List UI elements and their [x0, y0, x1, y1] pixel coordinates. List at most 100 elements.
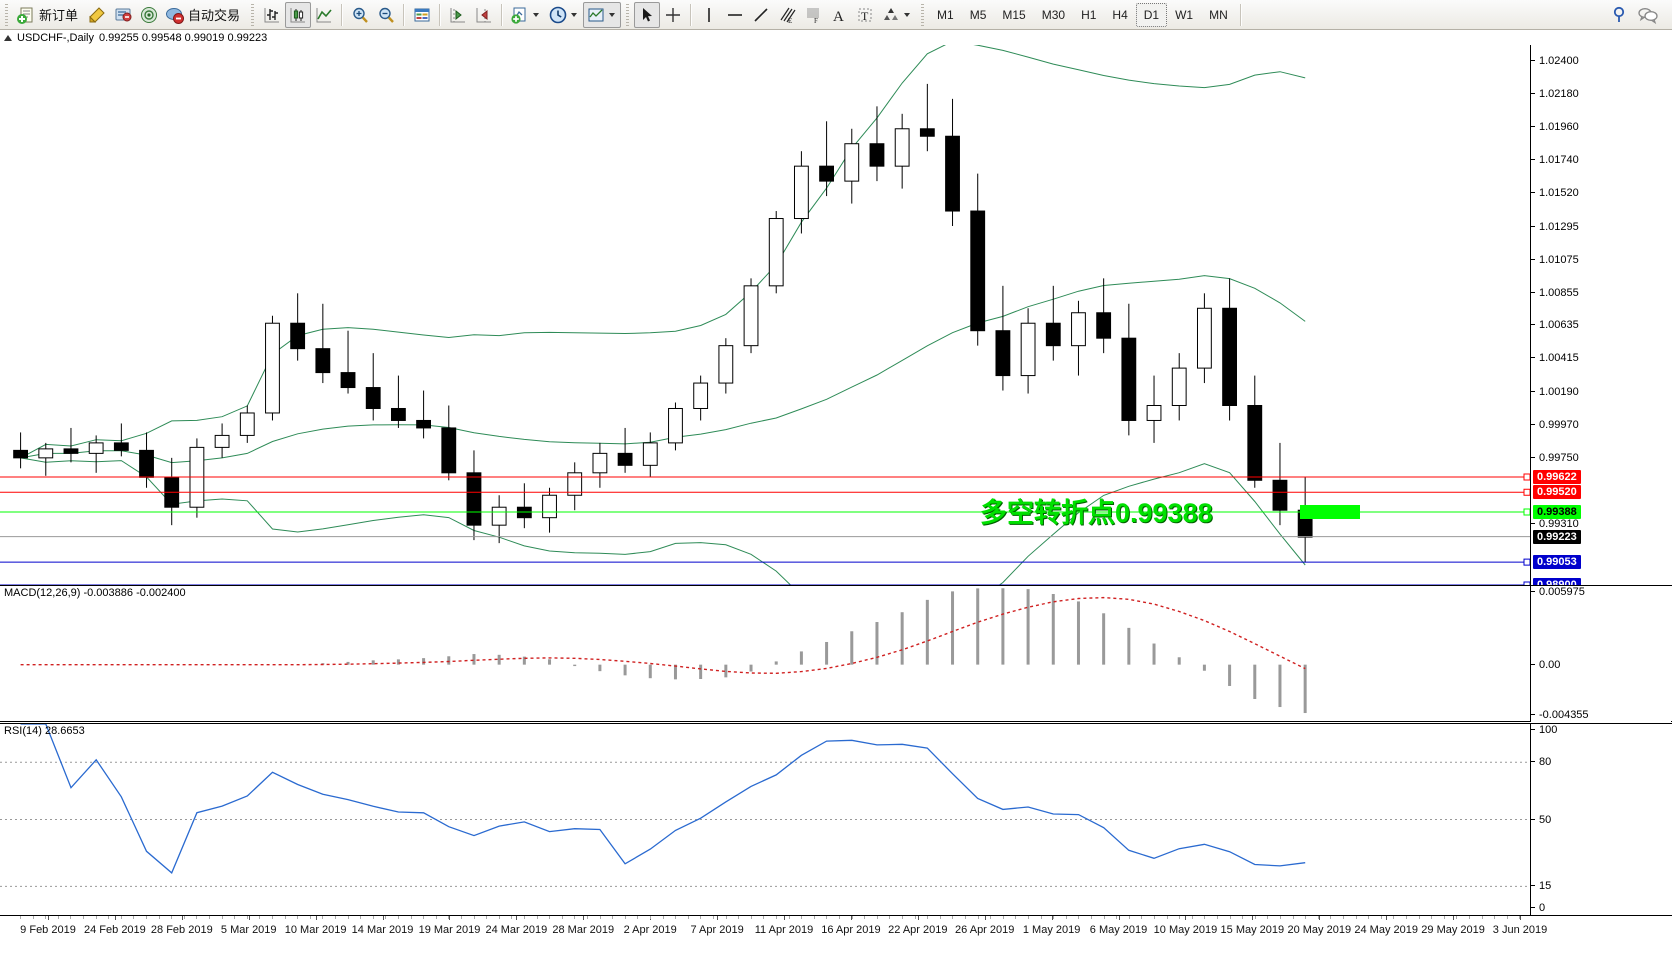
timeframe-h1[interactable]: H1 — [1073, 3, 1104, 27]
bar-chart-icon — [264, 7, 280, 22]
date-axis[interactable]: 9 Feb 2019 24 Feb 2019 28 Feb 2019 5 Mar 20… — [0, 915, 1672, 945]
search-button[interactable] — [1608, 2, 1634, 28]
date-axis-minor-tick — [120, 916, 122, 919]
date-axis-minor-tick — [927, 916, 929, 919]
svg-text:E: E — [788, 17, 792, 25]
date-axis-minor-tick — [1305, 916, 1307, 919]
crosshair-button[interactable] — [660, 2, 686, 28]
auto-scroll-button[interactable] — [471, 2, 497, 28]
date-axis-minor-tick — [183, 916, 185, 919]
timeframe-h4[interactable]: H4 — [1104, 3, 1135, 27]
rsi-title: RSI(14) 28.6653 — [4, 725, 85, 737]
chevron-down-icon-4[interactable] — [904, 12, 911, 17]
main-toolbar: 新订单 — [0, 0, 1672, 30]
price-axis[interactable]: 0.996220.995200.993880.992230.990530.989… — [1530, 45, 1671, 592]
chart-shift-button[interactable] — [445, 2, 471, 28]
equidistant-channel-button[interactable]: E — [774, 2, 800, 28]
trendline-button[interactable] — [748, 2, 774, 28]
date-axis-minor-tick — [1204, 916, 1206, 919]
date-axis-minor-tick — [864, 916, 866, 919]
crosshair-icon — [666, 7, 681, 22]
chevron-down-icon[interactable] — [533, 12, 540, 17]
timeframe-m1[interactable]: M1 — [929, 3, 962, 27]
date-axis-tick — [114, 916, 116, 920]
timeframe-m15[interactable]: M15 — [994, 3, 1033, 27]
text-label-button[interactable]: T — [852, 2, 878, 28]
date-axis-minor-tick — [675, 916, 677, 919]
timeframe-m1-label: M1 — [937, 7, 954, 22]
date-axis-minor-tick — [461, 916, 462, 919]
price-plot[interactable] — [0, 45, 1531, 585]
date-axis-minor-tick — [902, 916, 903, 919]
metaeditor-button[interactable] — [84, 2, 110, 28]
date-axis-minor-tick — [347, 916, 349, 919]
toolbar-separator-3 — [439, 3, 442, 26]
date-axis-label: 24 Mar 2019 — [485, 924, 548, 936]
templates-button[interactable] — [583, 1, 622, 28]
zoom-out-button[interactable] — [373, 2, 399, 28]
cursor-button[interactable] — [634, 1, 661, 28]
date-axis-minor-tick — [750, 916, 752, 919]
price-level-label[interactable]: 0.99053 — [1533, 555, 1581, 570]
horizontal-line-button[interactable] — [722, 2, 748, 28]
date-axis-label: 19 Mar 2019 — [418, 924, 481, 936]
signals-button[interactable] — [136, 2, 162, 28]
date-axis-minor-tick — [889, 916, 891, 919]
date-axis-minor-tick — [1091, 916, 1092, 919]
date-axis-label: 5 Mar 2019 — [220, 924, 277, 936]
date-axis-minor-tick — [1469, 916, 1470, 919]
toolbar-grip-3[interactable] — [624, 3, 632, 26]
zoom-in-button[interactable] — [347, 2, 373, 28]
toolbar-grip[interactable] — [3, 3, 10, 26]
date-axis-tick — [1051, 916, 1053, 920]
rsi-plot[interactable] — [0, 724, 1531, 915]
price-level-label[interactable]: 0.99388 — [1533, 505, 1581, 519]
timeframe-m30[interactable]: M30 — [1034, 3, 1073, 27]
toolbar-grip-4[interactable] — [919, 3, 927, 26]
indicators-button[interactable] — [507, 2, 545, 28]
chevron-down-icon-2[interactable] — [571, 12, 578, 17]
expert-advisors-button[interactable] — [110, 2, 136, 28]
chat-button[interactable] — [1634, 2, 1662, 28]
shapes-button[interactable] — [878, 2, 916, 28]
price-level-label[interactable]: 0.99223 — [1533, 529, 1581, 544]
date-axis-minor-tick — [977, 916, 979, 919]
timeframe-w1-label: W1 — [1175, 7, 1194, 22]
auto-scroll-icon — [476, 7, 492, 22]
tile-windows-button[interactable] — [409, 2, 435, 28]
horizontal-line-icon — [728, 13, 743, 16]
timeframe-d1[interactable]: D1 — [1135, 2, 1168, 27]
chevron-down-icon-3[interactable] — [609, 12, 616, 17]
collapse-triangle-icon[interactable] — [4, 34, 12, 41]
text-button[interactable]: A — [826, 2, 852, 28]
autotrading-button[interactable]: 自动交易 — [162, 2, 246, 28]
date-axis-minor-tick — [1393, 916, 1395, 919]
date-axis-tick — [984, 916, 986, 920]
timeframe-mn[interactable]: MN — [1201, 3, 1236, 27]
macd-plot[interactable] — [0, 586, 1531, 722]
vertical-line-button[interactable] — [696, 2, 722, 28]
timeframe-d1-label: D1 — [1143, 7, 1160, 22]
timeframe-m5[interactable]: M5 — [962, 3, 995, 27]
macd-axis[interactable]: 0.005975 0.00 -0.004355 — [1530, 586, 1671, 722]
price-pane[interactable]: 0.996220.995200.993880.992230.990530.989… — [0, 45, 1672, 592]
new-order-button[interactable]: 新订单 — [13, 2, 84, 28]
rsi-pane[interactable]: RSI(14) 28.6653 100 80 50 15 0 — [0, 723, 1672, 915]
timeframe-w1[interactable]: W1 — [1167, 3, 1201, 27]
macd-pane[interactable]: MACD(12,26,9) -0.003886 -0.002400 0.0059… — [0, 585, 1672, 722]
date-axis-minor-tick — [1418, 916, 1420, 919]
line-chart-button[interactable] — [311, 2, 337, 28]
new-order-icon — [17, 7, 33, 24]
price-level-label[interactable]: 0.99622 — [1533, 470, 1581, 484]
period-button[interactable] — [545, 2, 583, 28]
candlestick-chart-button[interactable] — [285, 1, 312, 28]
toolbar-grip-2[interactable] — [249, 3, 257, 26]
date-axis-minor-tick — [1217, 916, 1218, 919]
price-level-label[interactable]: 0.99520 — [1533, 485, 1581, 500]
fibonacci-button[interactable]: F — [800, 2, 826, 28]
date-axis-label: 26 Apr 2019 — [955, 924, 1015, 936]
bar-chart-button[interactable] — [259, 2, 285, 28]
rsi-axis[interactable]: 100 80 50 15 0 — [1530, 724, 1671, 915]
date-axis-minor-tick — [624, 916, 626, 919]
date-axis-minor-tick — [108, 916, 110, 919]
